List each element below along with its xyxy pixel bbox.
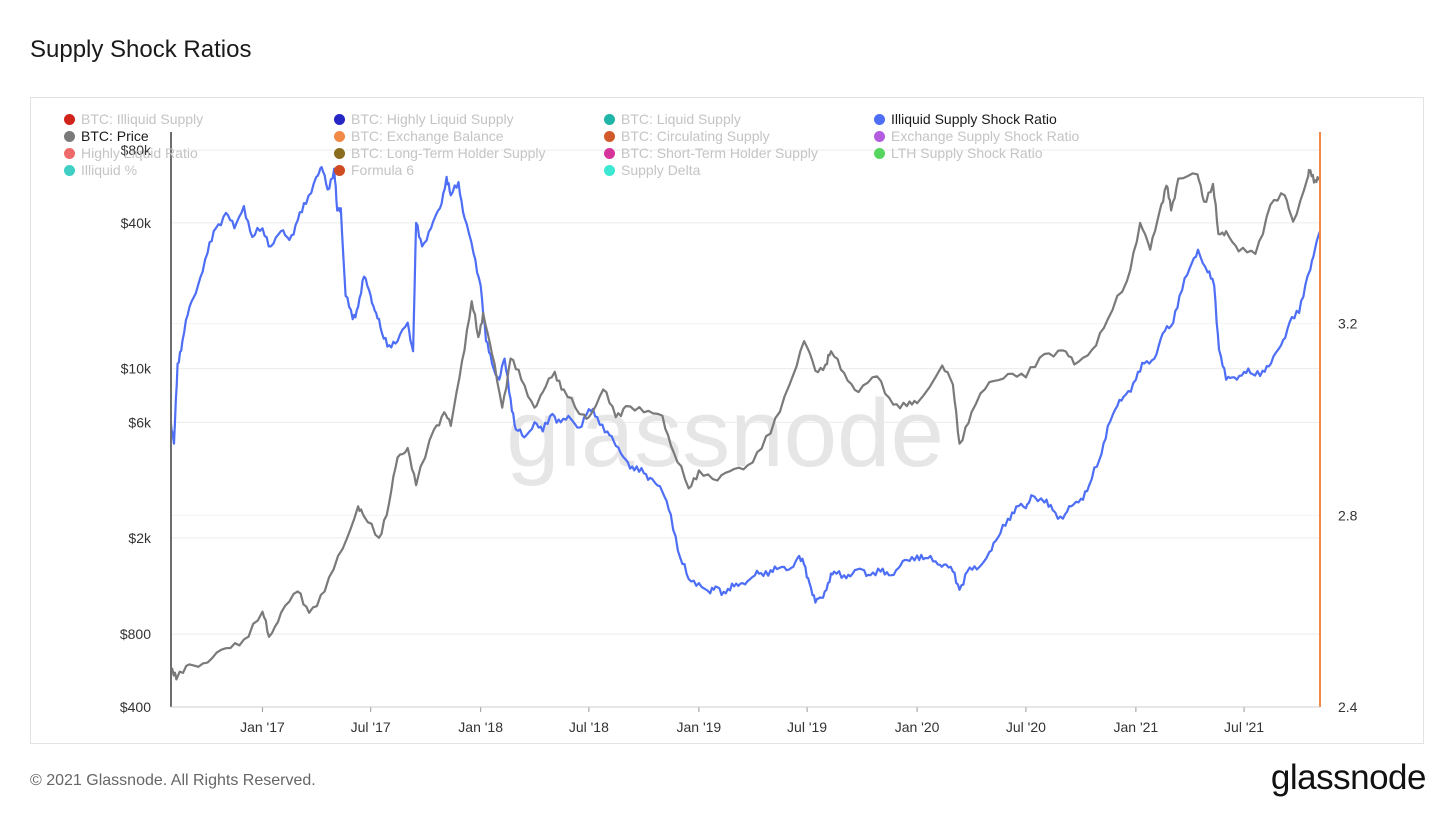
x-tick-label: Jan '18	[458, 719, 503, 735]
legend-label: BTC: Short-Term Holder Supply	[621, 145, 818, 161]
legend-item[interactable]: Supply Delta	[604, 162, 700, 179]
legend-dot-icon	[604, 165, 615, 176]
series-layer	[169, 166, 1322, 681]
x-tick-label: Jan '19	[677, 719, 722, 735]
y-left-tick-label: $80k	[121, 142, 152, 158]
legend-label: BTC: Circulating Supply	[621, 128, 770, 144]
legend-label: BTC: Exchange Balance	[351, 128, 504, 144]
legend-dot-icon	[604, 131, 615, 142]
legend-item[interactable]: Formula 6	[334, 162, 414, 179]
legend-label: Illiquid %	[81, 162, 138, 178]
copyright-text: © 2021 Glassnode. All Rights Reserved.	[30, 772, 316, 789]
page-title: Supply Shock Ratios	[30, 36, 252, 63]
series-line-btc-price	[170, 168, 1321, 681]
x-tick-label: Jul '17	[351, 719, 391, 735]
legend-item[interactable]: BTC: Price	[64, 128, 149, 145]
legend-item[interactable]: BTC: Short-Term Holder Supply	[604, 145, 818, 162]
y-left-tick-label: $2k	[128, 530, 152, 546]
legend-label: Highly Liquid Ratio	[81, 145, 198, 161]
legend-dot-icon	[874, 114, 885, 125]
legend-label: Illiquid Supply Shock Ratio	[891, 111, 1057, 127]
legend-dot-icon	[334, 148, 345, 159]
legend-dot-icon	[604, 114, 615, 125]
x-tick-label: Jan '17	[240, 719, 285, 735]
x-tick-label: Jul '21	[1224, 719, 1264, 735]
chart-card	[30, 97, 1424, 744]
legend-label: BTC: Liquid Supply	[621, 111, 741, 127]
legend-dot-icon	[874, 148, 885, 159]
x-tick-label: Jul '18	[569, 719, 609, 735]
x-tick-label: Jan '21	[1114, 719, 1159, 735]
watermark: glassnode	[506, 380, 944, 487]
legend-label: BTC: Highly Liquid Supply	[351, 111, 514, 127]
x-tick-label: Jul '19	[787, 719, 827, 735]
legend-dot-icon	[334, 114, 345, 125]
y-left-tick-label: $400	[120, 699, 151, 715]
y-left-tick-label: $40k	[121, 215, 152, 231]
y-left-tick-label: $6k	[128, 414, 152, 430]
legend-dot-icon	[64, 165, 75, 176]
y-right-tick-label: 2.8	[1338, 507, 1358, 523]
legend-label: BTC: Illiquid Supply	[81, 111, 204, 127]
legend-item[interactable]: BTC: Long-Term Holder Supply	[334, 145, 546, 162]
legend-dot-icon	[874, 131, 885, 142]
legend-item[interactable]: BTC: Liquid Supply	[604, 111, 741, 128]
legend-item[interactable]: BTC: Highly Liquid Supply	[334, 111, 514, 128]
y-left-tick-label: $800	[120, 626, 151, 642]
legend-label: Supply Delta	[621, 162, 701, 178]
legend-item[interactable]: Illiquid Supply Shock Ratio	[874, 111, 1057, 128]
x-tick-label: Jul '20	[1006, 719, 1046, 735]
series-line-illiquid-supply-shock-ratio	[169, 166, 1322, 604]
legend-dot-icon	[334, 165, 345, 176]
legend-dot-icon	[604, 148, 615, 159]
legend-dot-icon	[64, 114, 75, 125]
axis-layer: $400 $800 $2k $6k $10k $40k $80k 2.4 2.8 3.2 Jan '…	[120, 132, 1358, 735]
legend-item[interactable]: BTC: Circulating Supply	[604, 128, 770, 145]
legend-item[interactable]: BTC: Exchange Balance	[334, 128, 504, 145]
legend-item[interactable]: BTC: Illiquid Supply	[64, 111, 203, 128]
legend-item[interactable]: LTH Supply Shock Ratio	[874, 145, 1042, 162]
legend-item[interactable]: Exchange Supply Shock Ratio	[874, 128, 1079, 145]
legend-dot-icon	[334, 131, 345, 142]
legend: BTC: Illiquid Supply BTC: Highly Liquid S…	[64, 111, 1164, 183]
y-right-tick-label: 3.2	[1338, 316, 1358, 332]
glassnode-logo: glassnode	[1270, 758, 1427, 797]
legend-dot-icon	[64, 131, 75, 142]
legend-dot-icon	[64, 148, 75, 159]
x-tick-label: Jan '20	[895, 719, 940, 735]
legend-label: BTC: Price	[81, 128, 149, 144]
legend-label: LTH Supply Shock Ratio	[891, 145, 1043, 161]
legend-label: BTC: Long-Term Holder Supply	[351, 145, 546, 161]
y-right-tick-label: 2.4	[1338, 699, 1358, 715]
legend-item[interactable]: Illiquid %	[64, 162, 137, 179]
legend-label: Exchange Supply Shock Ratio	[891, 128, 1080, 144]
legend-label: Formula 6	[351, 162, 415, 178]
y-left-tick-label: $10k	[121, 361, 152, 377]
legend-item[interactable]: Highly Liquid Ratio	[64, 145, 198, 162]
